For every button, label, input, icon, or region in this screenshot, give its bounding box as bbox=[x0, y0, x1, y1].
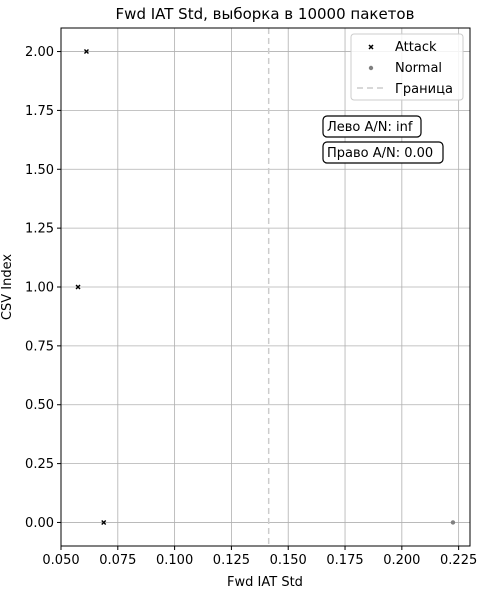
attack-point bbox=[101, 519, 107, 525]
data-points bbox=[75, 49, 456, 525]
attack-point bbox=[83, 49, 89, 55]
y-axis-label: CSV Index bbox=[0, 254, 15, 320]
annotation-left-box bbox=[322, 115, 422, 138]
y-tick-label: 0.75 bbox=[25, 339, 54, 354]
y-tick-label: 1.00 bbox=[25, 281, 54, 296]
legend-normal-label: Normal bbox=[395, 61, 442, 76]
legend-boundary-label: Граница bbox=[395, 82, 453, 97]
y-tick-label: 0.25 bbox=[25, 457, 54, 472]
x-tick-label: 0.050 bbox=[42, 553, 79, 568]
annotation-left-ratio: Лево A/N: inf bbox=[322, 115, 422, 138]
legend: Attack Normal Граница bbox=[350, 33, 464, 101]
legend-normal-marker bbox=[368, 65, 374, 71]
x-tick-label: 0.100 bbox=[156, 553, 193, 568]
y-tick-label: 1.75 bbox=[25, 104, 54, 119]
legend-attack-label: Attack bbox=[395, 40, 437, 55]
x-tick-label: 0.150 bbox=[270, 553, 307, 568]
attack-point bbox=[75, 284, 81, 290]
grid bbox=[60, 28, 470, 546]
x-tick-label: 0.200 bbox=[383, 553, 420, 568]
legend-box bbox=[350, 33, 464, 101]
y-tick-label: 0.00 bbox=[25, 516, 54, 531]
y-tick-label: 1.50 bbox=[25, 163, 54, 178]
annotation-right-text: Право A/N: 0.00 bbox=[327, 146, 433, 161]
y-tick-label: 1.25 bbox=[25, 222, 54, 237]
chart-title: Fwd IAT Std, выборка в 10000 пакетов bbox=[116, 5, 415, 23]
x-tick-label: 0.175 bbox=[326, 553, 363, 568]
x-tick-label: 0.225 bbox=[440, 553, 477, 568]
y-tick-label: 2.00 bbox=[25, 45, 54, 60]
annotation-right-ratio: Право A/N: 0.00 bbox=[322, 141, 444, 164]
y-tick-label: 0.50 bbox=[25, 398, 54, 413]
normal-point bbox=[450, 520, 456, 525]
x-tick-label: 0.125 bbox=[213, 553, 250, 568]
annotation-left-text: Лево A/N: inf bbox=[327, 120, 413, 135]
legend-attack-marker bbox=[368, 44, 374, 50]
annotation-right-box bbox=[322, 141, 444, 164]
x-tick-label: 0.075 bbox=[99, 553, 136, 568]
x-axis-label: Fwd IAT Std bbox=[227, 575, 303, 590]
axis-ticks: 0.050 0.075 0.100 0.125 0.150 0.175 0.200 0.225… bbox=[25, 45, 477, 568]
